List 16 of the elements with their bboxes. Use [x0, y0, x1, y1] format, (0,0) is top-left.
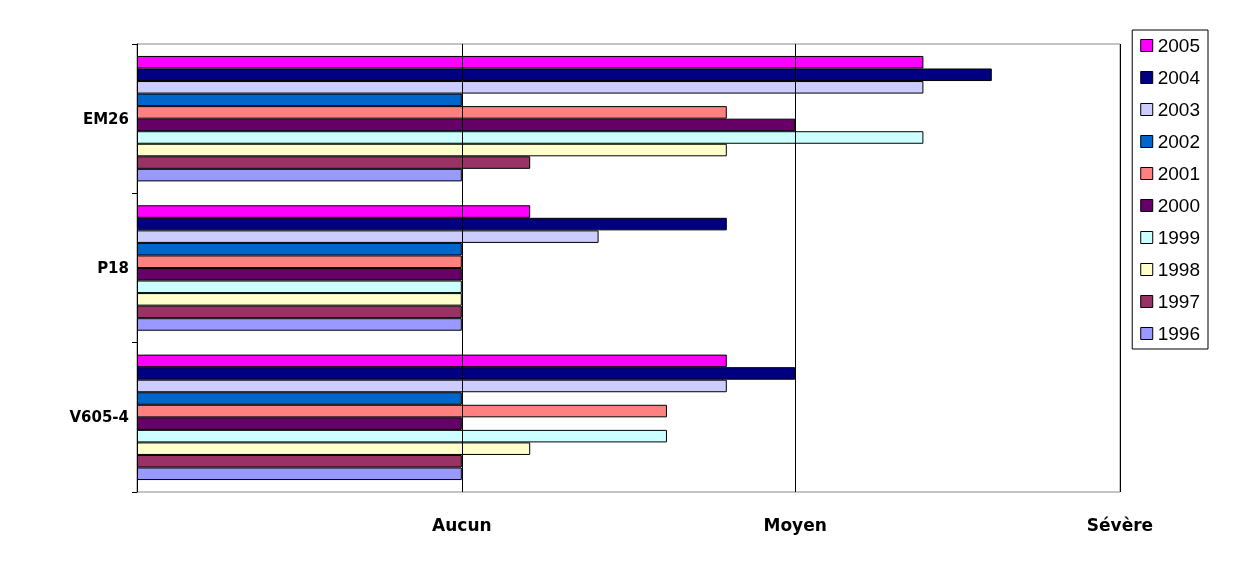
legend-label: 1999	[1157, 227, 1201, 248]
legend-label: 2002	[1157, 131, 1201, 152]
legend-label: 1996	[1157, 323, 1201, 344]
y-tick-label: V605-4	[69, 408, 129, 427]
legend-label: 1997	[1157, 291, 1201, 312]
legend-label: 2001	[1157, 163, 1201, 184]
legend-label: 2000	[1157, 195, 1201, 216]
legend-label: 1998	[1157, 259, 1201, 280]
legend-label: 2004	[1157, 67, 1201, 88]
ref-line-label: Sévère	[1086, 514, 1154, 535]
y-tick-label: EM26	[82, 109, 129, 128]
y-tick-label: P18	[97, 259, 129, 277]
legend-label: 2005	[1157, 35, 1201, 56]
legend-label: 2003	[1157, 99, 1201, 120]
ref-line-label: Moyen	[763, 514, 827, 535]
ref-line-label: Aucun	[432, 514, 492, 535]
